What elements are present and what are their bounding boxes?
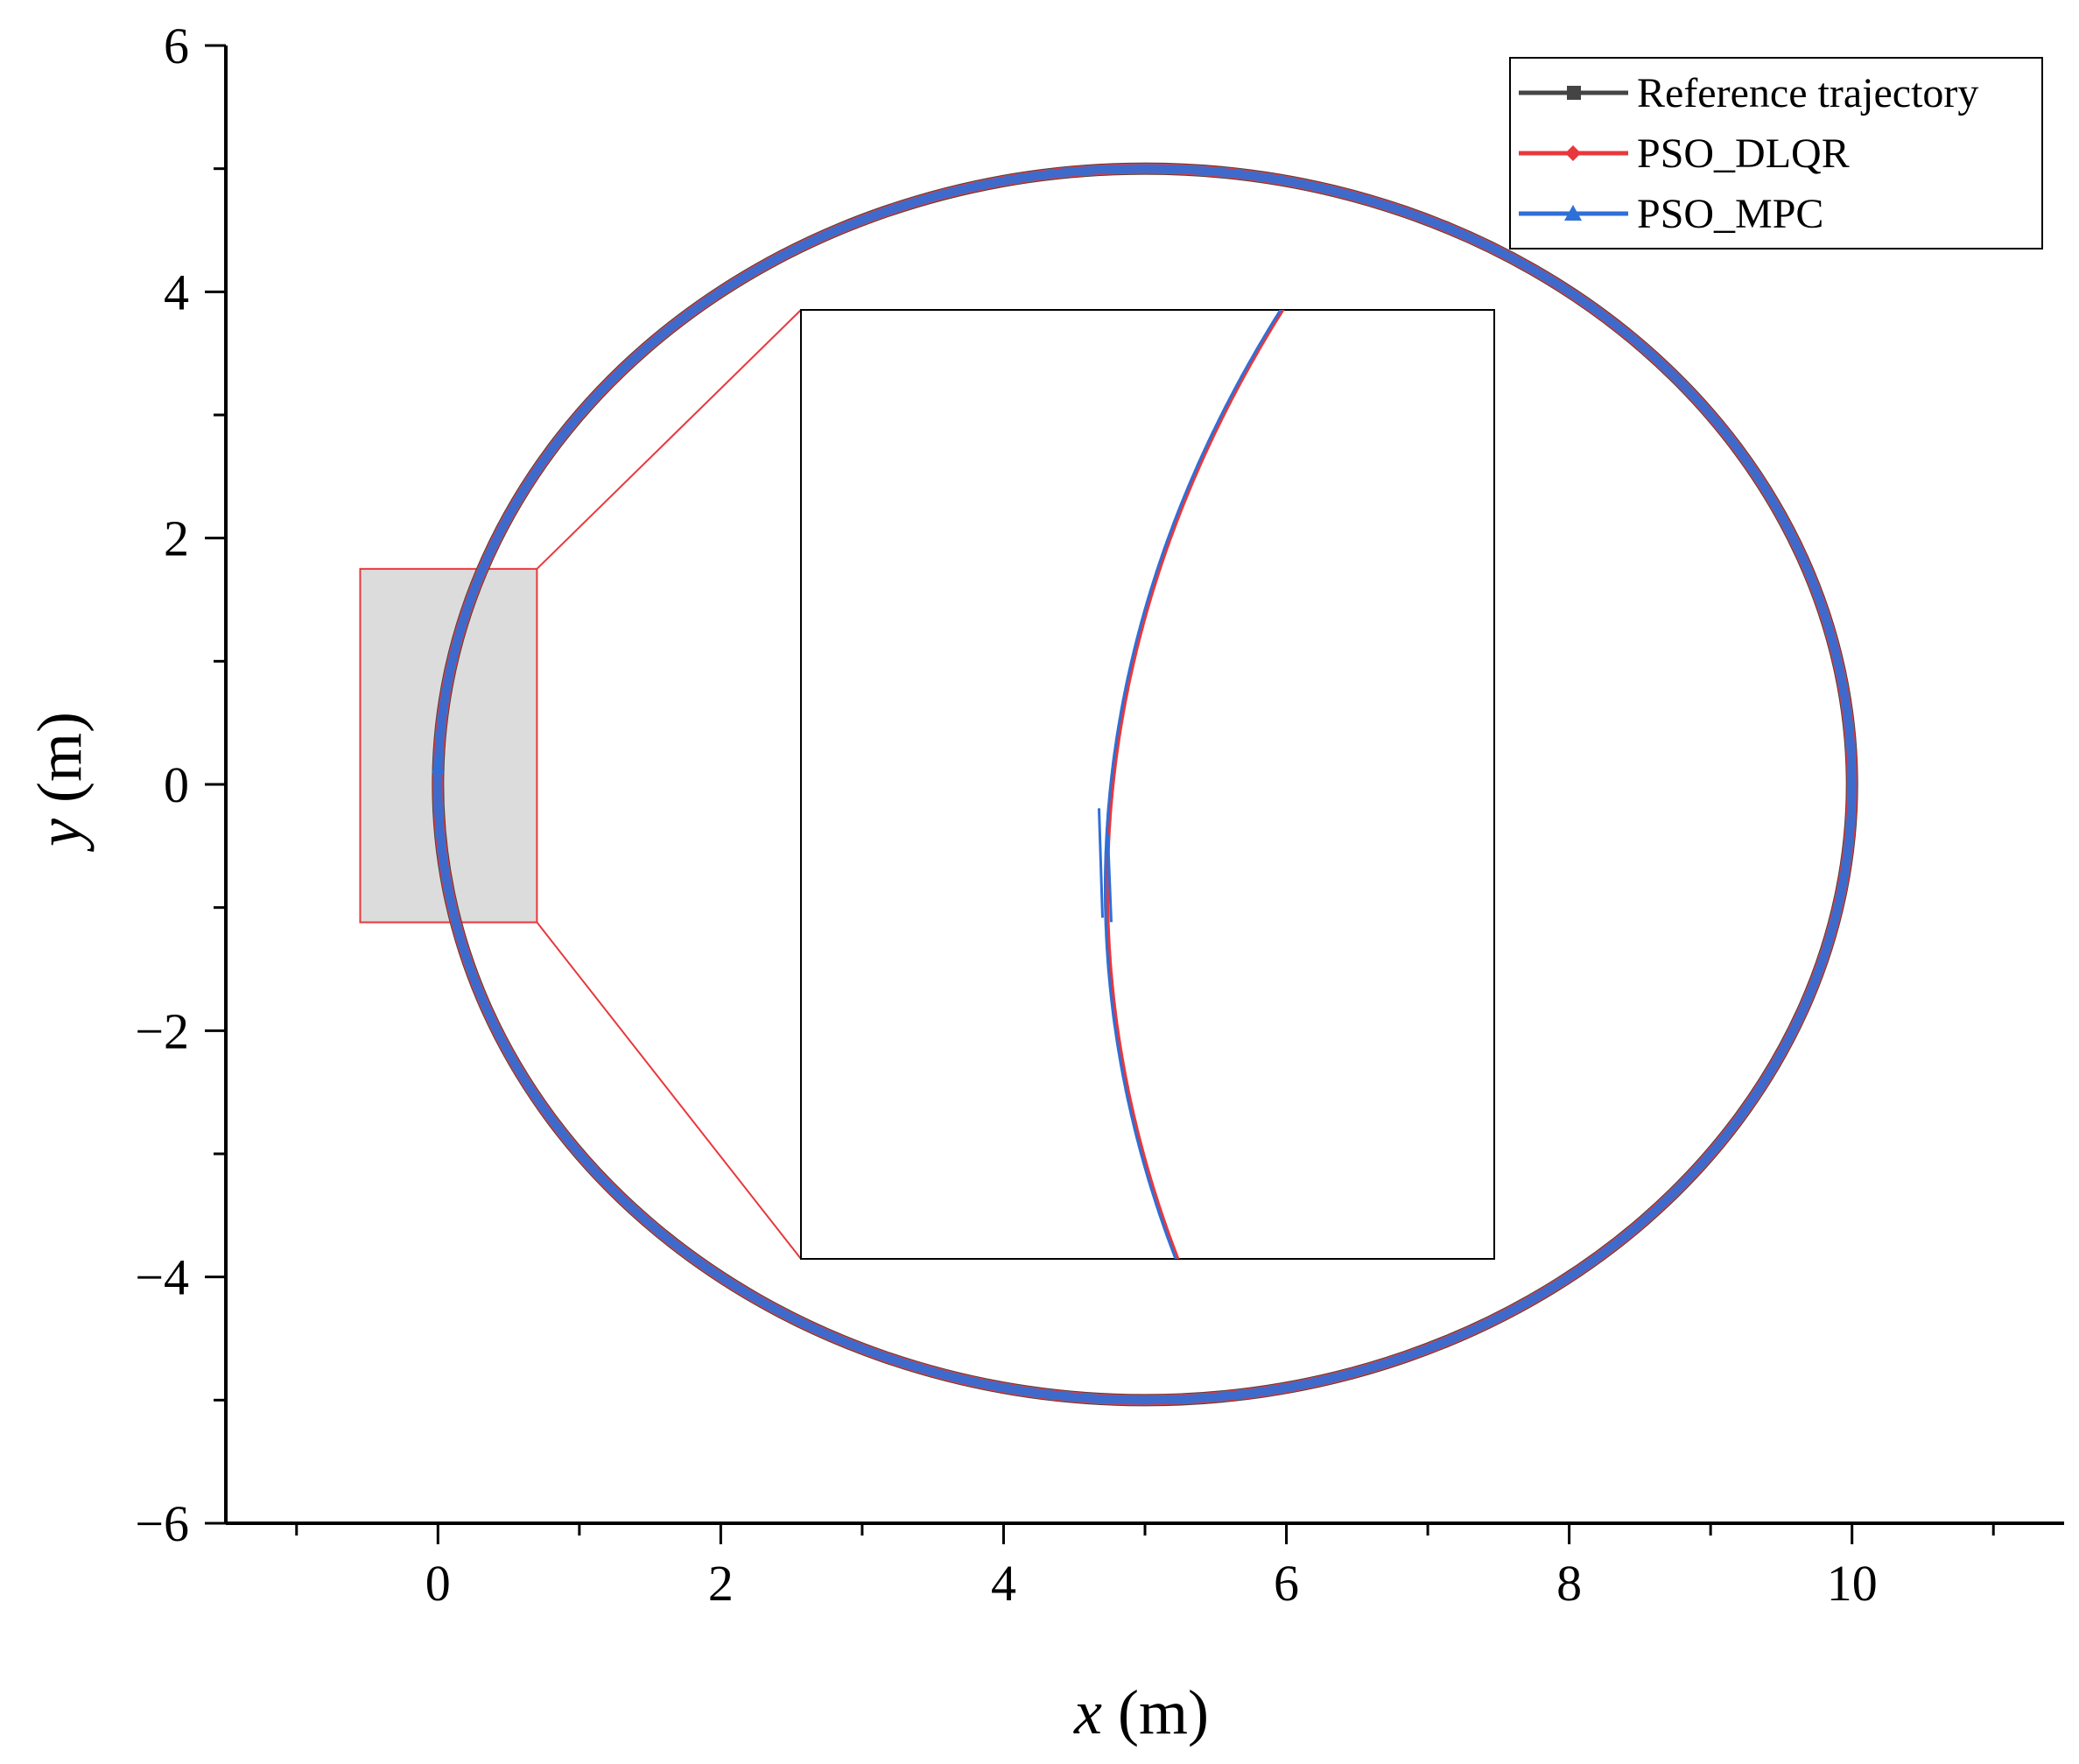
y-tick-label: 0: [164, 756, 189, 813]
zoom-connector-bottom: [536, 921, 802, 1260]
legend-entry-pso-mpc: PSO_MPC: [1519, 191, 1823, 237]
x-tick-label: 2: [708, 1555, 734, 1612]
inset-series-pso-mpc: [1104, 310, 1282, 1259]
zoom-connector-top: [536, 309, 802, 570]
x-axis-unit: (m): [1102, 1677, 1209, 1747]
y-axis-unit: (m): [25, 712, 95, 819]
legend-marker-square: [1567, 86, 1581, 100]
inset-series-group: [1097, 310, 1285, 1259]
x-axis-variable: x: [1073, 1677, 1102, 1747]
y-tick-label: −6: [135, 1495, 189, 1552]
x-tick-label: 4: [991, 1555, 1016, 1612]
series-pso-mpc-start-marker: [432, 753, 445, 773]
legend-entry-reference: Reference trajectory: [1519, 70, 1978, 116]
y-tick-label: 6: [164, 18, 189, 74]
x-tick-label: 0: [425, 1555, 451, 1612]
legend-label-pso-mpc: PSO_MPC: [1637, 191, 1823, 237]
zoom-inset-panel: [800, 309, 1495, 1260]
y-axis-variable: y: [25, 819, 95, 853]
legend-entry-pso-dlqr: PSO_DLQR: [1519, 130, 1850, 177]
y-tick-label: −4: [135, 1249, 189, 1306]
y-tick-label: 4: [164, 264, 189, 320]
legend-label-reference: Reference trajectory: [1637, 70, 1978, 116]
legend-marker-diamond: [1565, 145, 1581, 161]
inset-pso-mpc-start-segment: [1097, 808, 1113, 923]
x-axis-title: x (m): [1073, 1677, 1209, 1747]
y-axis-title: y (m): [25, 712, 95, 853]
legend-label-pso-dlqr: PSO_DLQR: [1637, 130, 1850, 177]
main-plot-series: [432, 162, 1858, 1407]
inset-frame: [800, 309, 1495, 1260]
x-tick-label: 8: [1556, 1555, 1582, 1612]
legend: Reference trajectory PSO_DLQR PSO_MPC: [1509, 57, 2043, 249]
x-tick-label: 10: [1827, 1555, 1878, 1612]
zoom-connector-lines: [536, 309, 802, 1260]
axis-ticks: 0 2 4 6 8 10 −6 −4 −2 0 2 4 6: [135, 18, 1995, 1612]
legend-marker-triangle: [1564, 205, 1582, 221]
x-tick-label: 6: [1274, 1555, 1299, 1612]
inset-series-pso-dlqr: [1106, 310, 1285, 1259]
y-tick-label: −2: [135, 1002, 189, 1059]
y-tick-label: 2: [164, 510, 189, 567]
series-pso-mpc-path: [433, 164, 1857, 1405]
